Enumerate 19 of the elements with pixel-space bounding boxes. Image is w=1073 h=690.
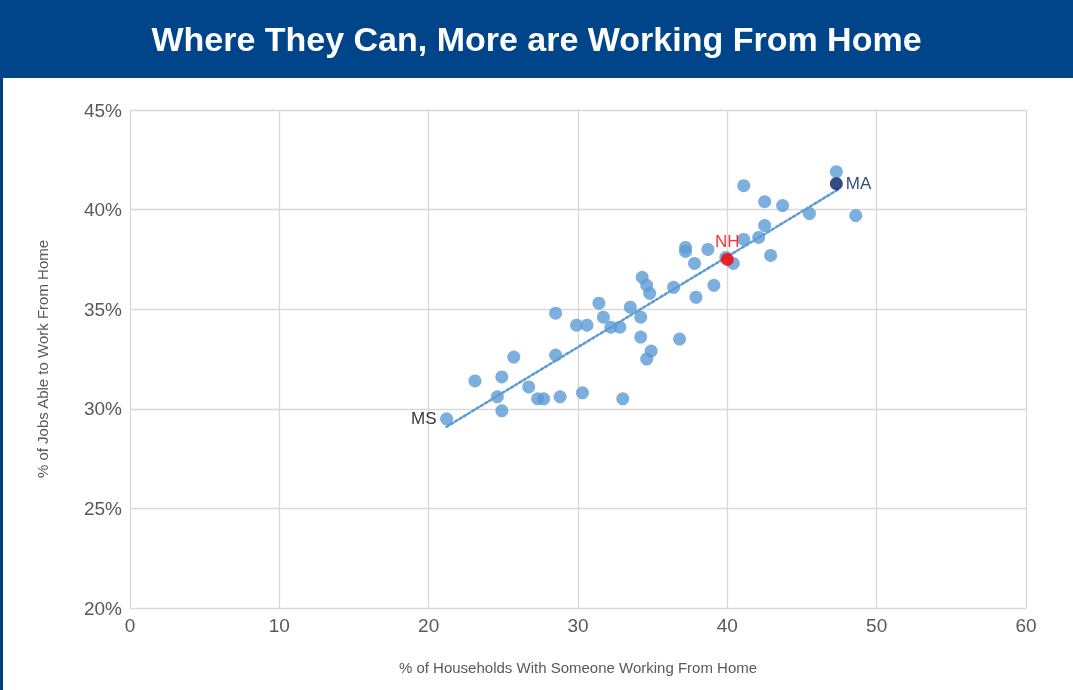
x-axis-title: % of Households With Someone Working From Home: [398, 659, 758, 676]
y-tick-label: 25%: [83, 497, 123, 519]
y-tick-label: 40%: [83, 199, 123, 221]
x-tick-label: 50: [866, 615, 888, 636]
y-tick-label: 35%: [83, 298, 123, 320]
x-tick-label: 20: [418, 615, 440, 636]
chart-title: Where They Can, More are Working From Home: [0, 0, 1073, 78]
y-axis-title: % of Jobs Able to Work From Home: [34, 239, 51, 479]
y-tick-label: 45%: [83, 99, 123, 121]
y-tick-label: 20%: [83, 597, 123, 619]
annotation: MS: [411, 409, 437, 429]
x-tick-label: 40: [716, 615, 738, 636]
y-tick-label: 30%: [83, 398, 123, 420]
series-label: MA: [845, 174, 873, 194]
series-label: NH: [715, 231, 740, 251]
x-tick-label: 10: [268, 615, 290, 636]
x-tick-label: 0: [124, 615, 136, 636]
x-tick-label: 30: [567, 615, 589, 636]
x-tick-label: 60: [1015, 615, 1037, 636]
